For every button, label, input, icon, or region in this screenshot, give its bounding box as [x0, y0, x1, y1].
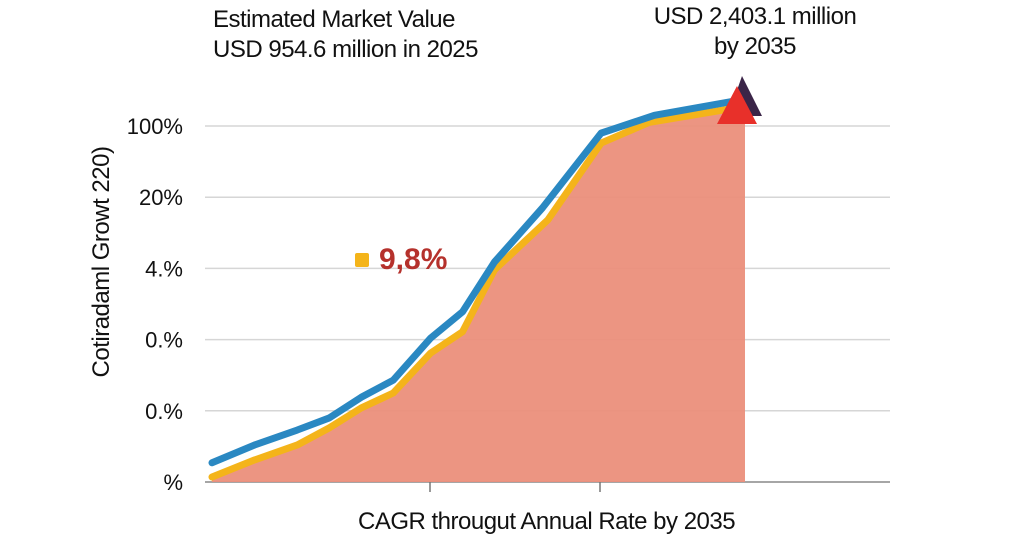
x-axis-label: CAGR througut Annual Rate by 2035: [358, 508, 736, 535]
title-line-2: USD 954.6 million in 2025: [213, 36, 479, 63]
y-tick-label: 20%: [139, 185, 183, 210]
y-tick-label: 100%: [127, 114, 183, 139]
cagr-label: 9,8%: [355, 243, 447, 277]
y-tick-label: %: [163, 470, 183, 495]
chart-title: Estimated Market Value USD 954.6 million…: [213, 5, 479, 65]
title-line-1: Estimated Market Value: [213, 6, 456, 33]
series-line: [208, 97, 738, 467]
end-annotation-line-1: USD 2,403.1 million: [653, 3, 857, 30]
end-marker-red-triangle: [717, 86, 757, 124]
y-tick-label: 0.%: [145, 328, 183, 353]
area-fill: [212, 108, 745, 482]
series-line: [208, 104, 738, 481]
end-annotation-line-2: by 2035: [714, 33, 796, 60]
y-tick-label: 4.%: [145, 256, 183, 281]
end-annotation: USD 2,403.1 million by 2035: [620, 2, 890, 62]
cagr-value: 9,8%: [379, 243, 448, 276]
y-tick-label: 0.%: [145, 399, 183, 424]
cagr-swatch-icon: [355, 253, 369, 267]
y-axis-label: Cotiradaml Growt 220): [88, 146, 115, 378]
